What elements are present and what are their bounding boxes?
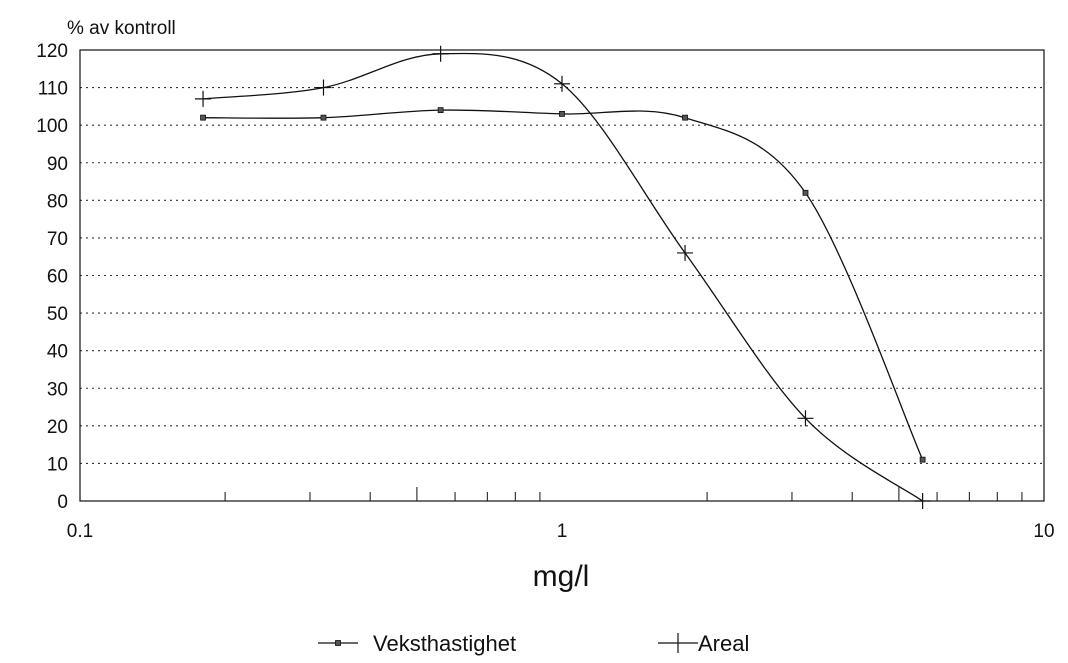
data-point-areal bbox=[797, 410, 814, 427]
series-curves bbox=[202, 52, 924, 502]
y-tick-label: 50 bbox=[47, 304, 68, 325]
data-point-veksthastighet bbox=[437, 107, 444, 114]
data-point-veksthastighet bbox=[919, 456, 926, 463]
data-point-veksthastighet bbox=[200, 114, 206, 121]
data-point-areal bbox=[554, 75, 570, 92]
data-point-veksthastighet bbox=[320, 114, 327, 121]
legend: Veksthastighet Areal bbox=[318, 631, 749, 656]
y-tick-label: 20 bbox=[47, 417, 68, 438]
y-axis-title: % av kontroll bbox=[67, 18, 176, 39]
y-tick-label: 40 bbox=[47, 342, 68, 363]
plot-frame bbox=[79, 49, 1045, 502]
legend-item-veksthastighet: Veksthastighet bbox=[318, 631, 516, 656]
data-point-areal bbox=[195, 90, 212, 107]
y-tick-label: 10 bbox=[47, 454, 68, 475]
data-point-areal bbox=[914, 493, 931, 509]
y-axis-tick-labels: 0 10 20 30 40 50 60 70 80 90 100 110 120 bbox=[36, 41, 68, 513]
series-line-areal bbox=[202, 52, 923, 502]
y-tick-label: 110 bbox=[38, 79, 68, 100]
data-point-veksthastighet bbox=[802, 189, 809, 196]
series-markers bbox=[195, 45, 931, 509]
y-tick-label: 100 bbox=[36, 116, 68, 137]
legend-marker bbox=[335, 640, 341, 646]
data-point-areal bbox=[315, 79, 332, 96]
y-tick-label: 80 bbox=[47, 191, 68, 212]
data-point-areal bbox=[432, 45, 449, 62]
y-tick-label: 0 bbox=[57, 492, 68, 513]
legend-item-areal: Areal bbox=[658, 631, 749, 656]
x-tick-label: 1 bbox=[557, 521, 568, 542]
data-point-areal bbox=[677, 244, 694, 261]
x-axis-ticks bbox=[224, 487, 1023, 501]
legend-label: Veksthastighet bbox=[373, 631, 516, 656]
x-axis-title: mg/l bbox=[533, 560, 590, 593]
data-point-veksthastighet bbox=[682, 114, 688, 121]
series-line-veksthastighet bbox=[202, 109, 924, 460]
y-tick-label: 60 bbox=[47, 267, 68, 288]
data-point-veksthastighet bbox=[559, 110, 565, 117]
x-tick-label: 0.1 bbox=[67, 521, 93, 542]
x-tick-label: 10 bbox=[1033, 521, 1054, 542]
y-tick-label: 120 bbox=[36, 41, 68, 62]
grid-lines bbox=[80, 87, 1044, 464]
legend-label: Areal bbox=[698, 631, 749, 656]
y-tick-label: 30 bbox=[47, 379, 68, 400]
x-axis-tick-labels: 0.1 1 10 bbox=[67, 521, 1055, 542]
y-tick-label: 70 bbox=[47, 229, 68, 250]
y-tick-label: 90 bbox=[47, 154, 68, 175]
